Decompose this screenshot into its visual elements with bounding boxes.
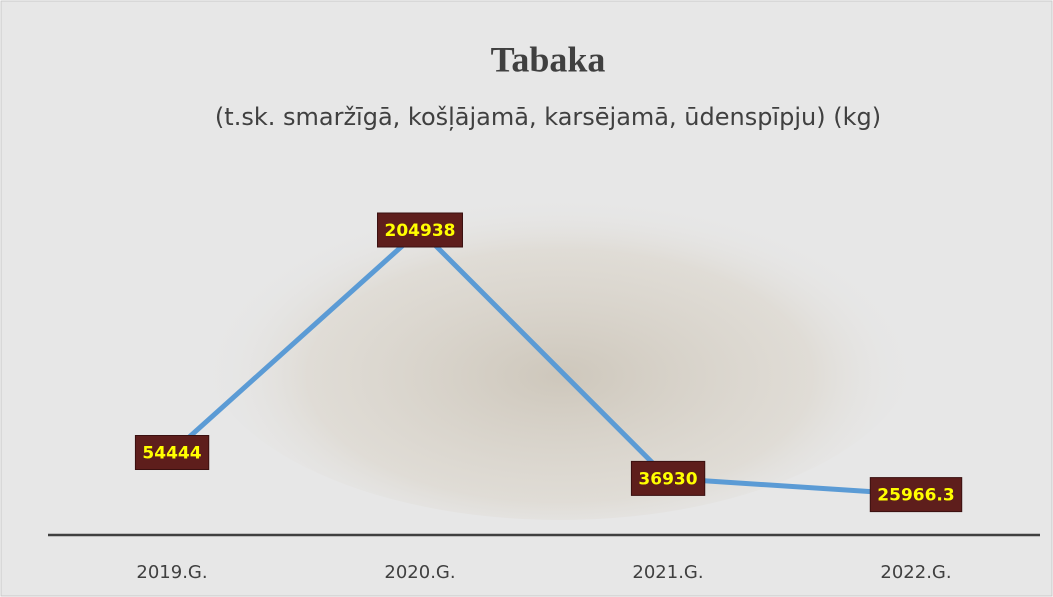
x-tick-label: 2022.G. xyxy=(880,562,951,583)
chart-subtitle: (t.sk. smaržīgā, košļājamā, karsējamā, ū… xyxy=(215,103,881,131)
x-tick-label: 2021.G. xyxy=(632,562,703,583)
chart-title: Tabaka xyxy=(491,39,606,79)
data-label: 204938 xyxy=(385,221,456,241)
x-tick-label: 2020.G. xyxy=(384,562,455,583)
chart: Tabaka (t.sk. smaržīgā, košļājamā, karsē… xyxy=(0,0,1053,597)
data-label: 54444 xyxy=(142,444,201,464)
data-label: 36930 xyxy=(638,469,697,489)
x-tick-label: 2019.G. xyxy=(136,562,207,583)
data-label: 25966.3 xyxy=(877,486,954,506)
background-image xyxy=(200,160,920,520)
